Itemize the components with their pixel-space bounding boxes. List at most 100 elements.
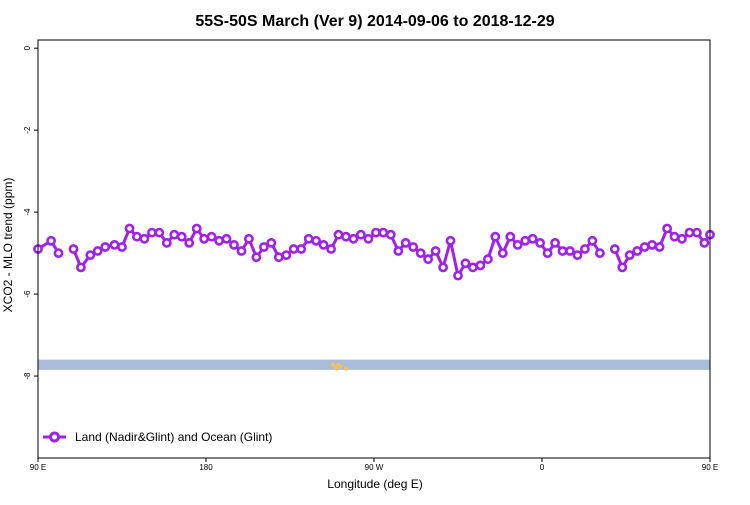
data-point — [281, 250, 292, 260]
data-point — [527, 233, 538, 244]
data-point — [445, 235, 456, 246]
data-point — [92, 246, 103, 256]
data-point — [199, 233, 209, 244]
data-point — [393, 246, 404, 256]
data-point — [692, 227, 702, 238]
data-point — [430, 246, 441, 256]
y-axis: 0 -2 -4 -6 -8 — [23, 45, 38, 380]
data-point — [266, 237, 277, 248]
legend-marker-swatch — [49, 431, 60, 443]
data-point — [206, 231, 217, 242]
data-point — [236, 246, 247, 256]
data-point — [311, 235, 321, 246]
coverage-mark — [338, 364, 343, 369]
data-point — [46, 235, 56, 246]
data-point — [654, 242, 665, 252]
x-axis: 90 E 180 90 W 0 90 E — [30, 458, 718, 472]
chart-title: 55S-50S March (Ver 9) 2014-09-06 to 2018… — [195, 13, 554, 30]
data-point — [326, 244, 336, 254]
data-point — [557, 246, 568, 256]
plot-frame — [37, 39, 711, 459]
data-point — [669, 231, 680, 242]
data-point — [303, 233, 314, 244]
data-point — [243, 233, 254, 244]
data-point — [68, 244, 79, 254]
data-point — [333, 229, 344, 240]
data-point — [348, 233, 359, 244]
data-point — [512, 239, 523, 250]
data-point — [229, 239, 239, 250]
data-point — [296, 244, 307, 254]
data-point — [617, 262, 628, 273]
data-point — [587, 235, 598, 246]
data-point — [632, 246, 643, 256]
data-point — [176, 231, 187, 242]
data-point — [408, 242, 419, 252]
data-point — [475, 260, 486, 271]
data-point — [355, 229, 366, 240]
data-point — [572, 250, 583, 260]
legend: Land (Nadir&Glint) and Ocean (Glint) — [43, 430, 272, 444]
data-point — [505, 231, 516, 242]
data-point — [438, 262, 448, 273]
data-point — [184, 237, 195, 248]
x-tick-label: 0 — [540, 463, 545, 472]
data-point — [100, 242, 111, 252]
data-point — [251, 252, 262, 263]
data-point — [191, 223, 202, 234]
data-point — [624, 250, 635, 260]
series-layer — [33, 223, 715, 281]
data-point — [214, 235, 224, 246]
y-tick-label: -4 — [23, 208, 32, 216]
y-tick-label: -8 — [23, 372, 32, 380]
data-point — [161, 237, 172, 248]
data-point — [550, 237, 560, 248]
data-point — [53, 248, 64, 258]
data-point — [124, 223, 135, 234]
data-point — [662, 223, 672, 234]
data-point — [490, 231, 501, 242]
x-tick-label: 180 — [199, 463, 213, 472]
x-axis-label: Longitude (deg E) — [327, 477, 422, 491]
data-point — [497, 248, 508, 258]
x-tick-label: 90 E — [30, 463, 46, 472]
data-point — [535, 237, 545, 248]
legend-label: Land (Nadir&Glint) and Ocean (Glint) — [75, 430, 272, 444]
x-tick-label: 90 E — [702, 463, 718, 472]
data-point — [154, 227, 165, 238]
data-point — [221, 233, 232, 244]
data-point — [273, 252, 284, 263]
data-point — [117, 242, 127, 252]
data-point — [378, 227, 389, 238]
data-point — [169, 229, 180, 240]
data-point — [565, 246, 575, 256]
data-point — [400, 237, 411, 248]
data-point — [76, 262, 86, 273]
data-point — [453, 270, 463, 281]
data-point — [385, 229, 396, 240]
data-point — [647, 239, 657, 250]
data-point — [482, 254, 493, 265]
data-point — [467, 262, 478, 273]
coverage-marks — [330, 362, 348, 371]
y-tick-label: 0 — [23, 45, 32, 50]
data-point — [288, 244, 299, 254]
data-point — [677, 233, 687, 244]
data-point — [341, 231, 351, 242]
data-point — [363, 233, 374, 244]
data-point — [595, 248, 605, 258]
data-point — [258, 242, 269, 252]
y-tick-label: -2 — [23, 126, 32, 134]
data-point — [131, 231, 142, 242]
coverage-band-rect — [38, 359, 710, 370]
y-tick-label: -6 — [23, 290, 32, 298]
data-point — [520, 235, 531, 246]
data-point — [699, 237, 710, 248]
data-point — [415, 248, 426, 258]
coverage-band — [38, 359, 710, 370]
y-axis-label: XCO2 - MLO trend (ppm) — [1, 178, 15, 313]
coverage-mark — [344, 366, 348, 371]
data-point — [423, 254, 433, 265]
